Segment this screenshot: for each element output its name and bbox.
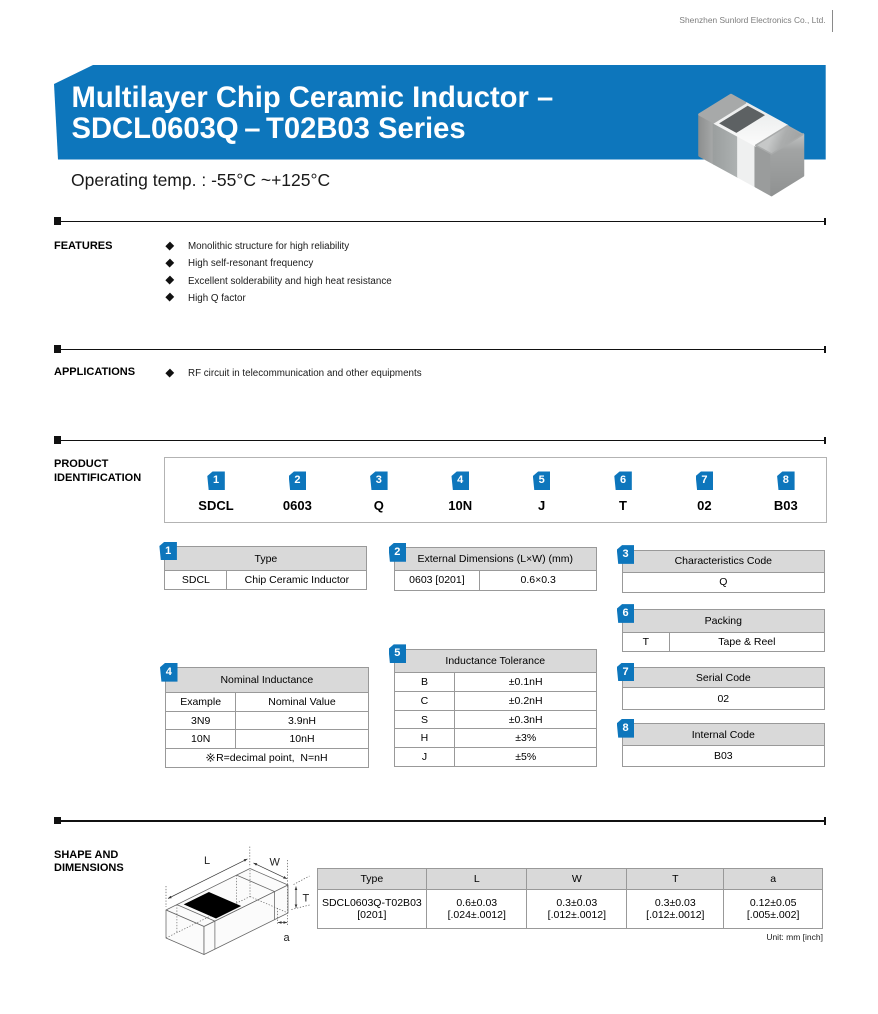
svg-text:L: L	[204, 855, 210, 867]
svg-text:W: W	[270, 857, 281, 869]
svg-text:T: T	[303, 893, 310, 905]
svg-text:a: a	[284, 932, 291, 944]
